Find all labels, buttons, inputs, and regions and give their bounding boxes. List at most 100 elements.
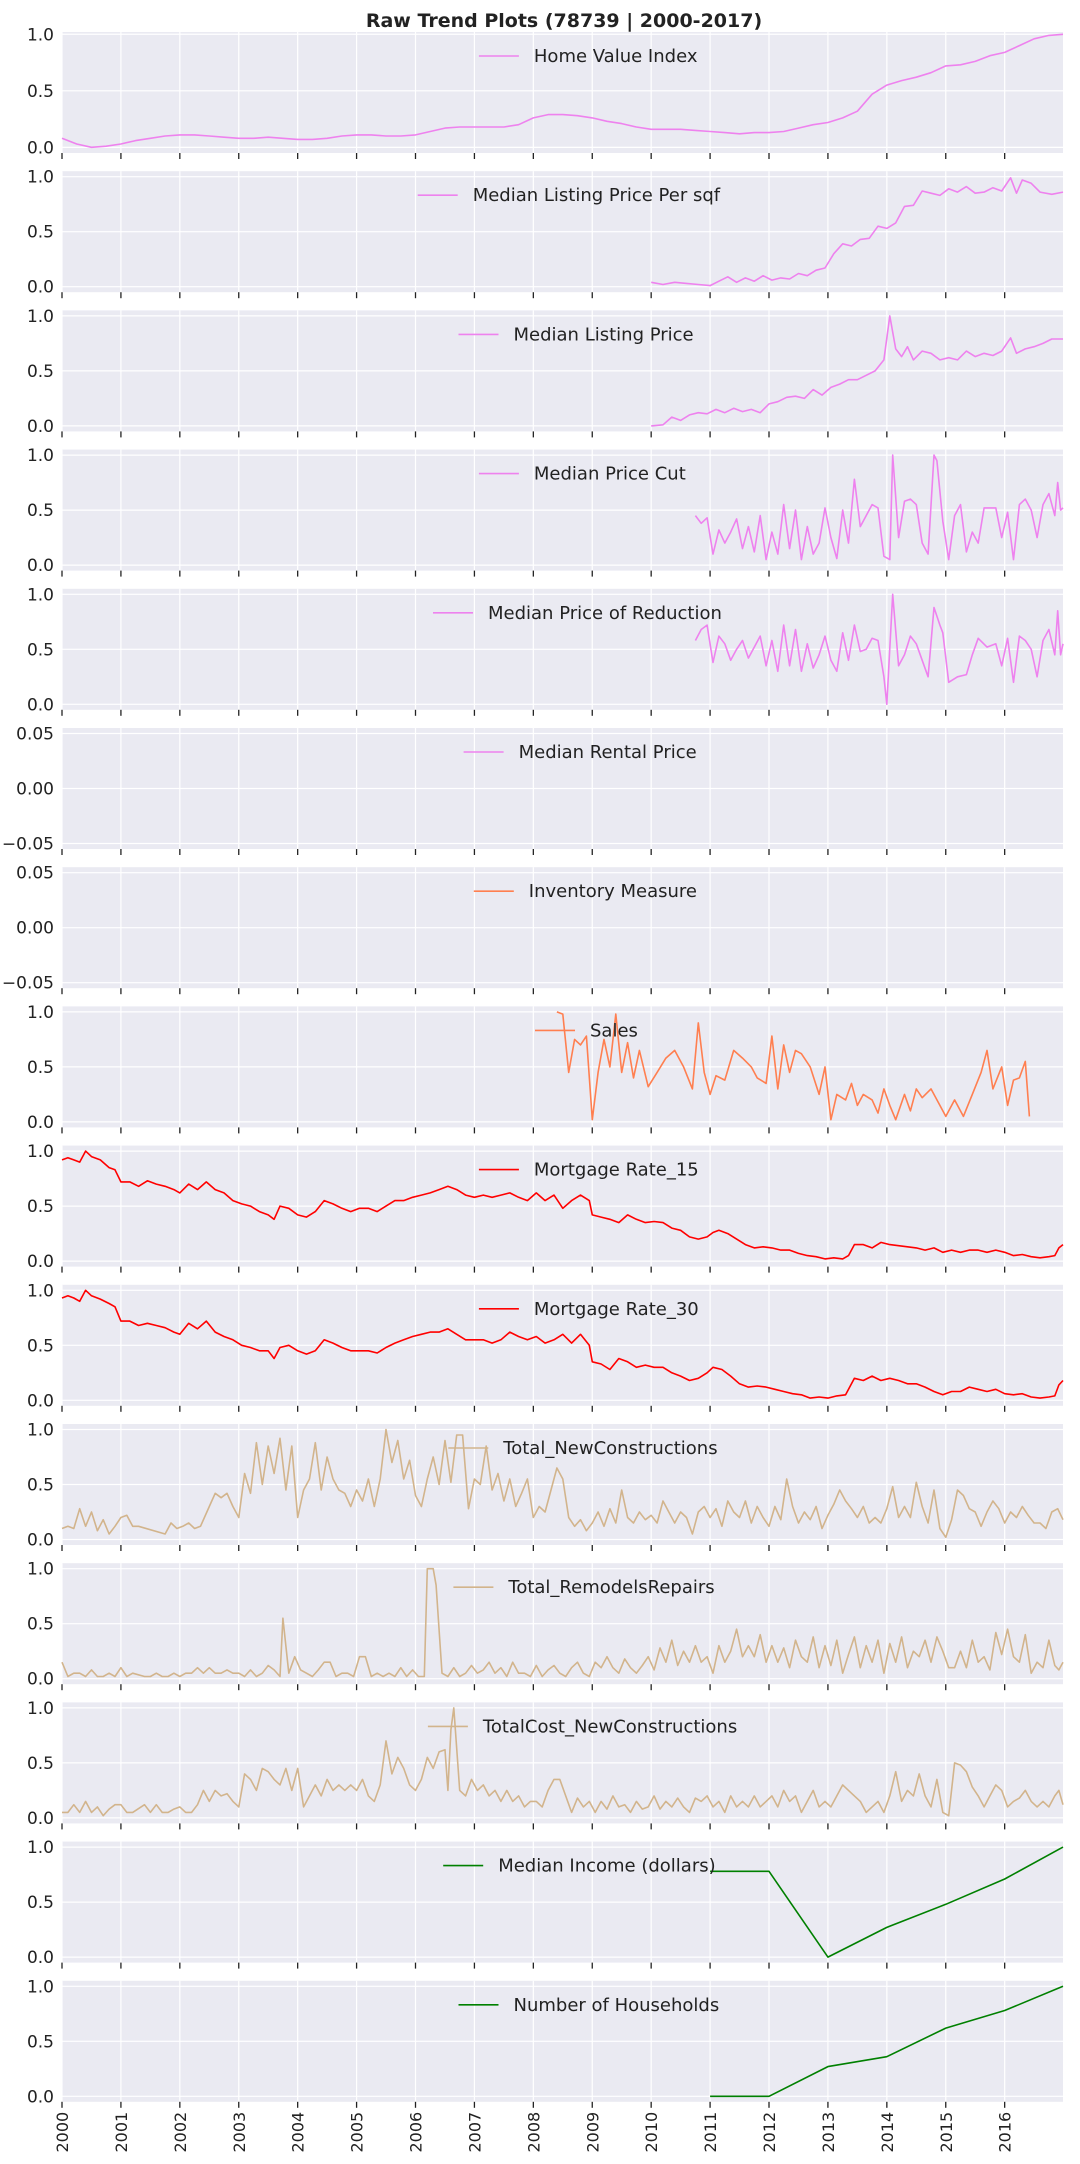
panel-8: 0.0 0.5 1.0 Mortgage Rate_15: [27, 1142, 1064, 1273]
y-tick-label: 0.5: [27, 1336, 54, 1356]
legend-label: Home Value Index: [534, 46, 698, 67]
panel-3: 0.0 0.5 1.0 Median Price Cut: [27, 446, 1064, 577]
y-tick-label: 0.5: [27, 1476, 54, 1496]
y-tick-label: 0.5: [27, 1197, 54, 1217]
chart-title: Raw Trend Plots (78739 | 2000-2017): [366, 10, 762, 32]
y-tick-label: 0.00: [16, 919, 54, 939]
x-tick-label: 2010: [642, 2112, 661, 2153]
legend: Median Listing Price: [458, 324, 694, 345]
legend: Median Income (dollars): [443, 1856, 716, 1877]
legend-label: Median Price Cut: [534, 464, 686, 485]
panel-4: 0.0 0.5 1.0 Median Price of Reduction: [27, 585, 1064, 716]
legend-label: Median Listing Price: [514, 324, 694, 345]
panel-14: 0.0 0.5 1.0 Number of Households: [27, 1977, 1064, 2108]
y-tick-label: 1.0: [27, 1838, 54, 1858]
panel-2: 0.0 0.5 1.0 Median Listing Price: [27, 307, 1063, 438]
x-tick-label: 2008: [524, 2112, 543, 2153]
y-tick-label: 0.05: [16, 864, 54, 884]
series-line: [61, 1428, 1064, 1539]
y-tick-label: 0.5: [27, 1058, 54, 1078]
y-tick-label: 0.5: [27, 501, 54, 521]
legend-label: Median Listing Price Per sqf: [473, 185, 721, 206]
legend: Median Price of Reduction: [433, 603, 722, 624]
x-tick-label: 2001: [112, 2112, 131, 2153]
panel-1: 0.0 0.5 1.0 Median Listing Price Per sqf: [27, 168, 1064, 299]
legend-label: Number of Households: [514, 1995, 720, 2016]
y-tick-label: 0.5: [27, 640, 54, 660]
y-tick-label: 0.0: [27, 1809, 54, 1829]
x-tick-label: 2006: [407, 2112, 426, 2153]
legend: Number of Households: [458, 1995, 720, 2016]
panel-background: [62, 32, 1063, 153]
y-tick-label: 0.5: [27, 82, 54, 102]
y-tick-label: −0.05: [2, 974, 54, 994]
y-tick-label: 1.0: [27, 446, 54, 466]
y-tick-label: 0.00: [16, 780, 54, 800]
panel-9: 0.0 0.5 1.0 Mortgage Rate_30: [27, 1281, 1064, 1412]
x-tick-label: 2000: [53, 2112, 72, 2153]
y-tick-label: 0.0: [27, 1391, 54, 1411]
series-line: [62, 1707, 1064, 1817]
x-tick-label: 2003: [230, 2112, 249, 2153]
y-tick-label: 1.0: [27, 307, 54, 327]
panel-12: 0.0 0.5 1.0 TotalCost_NewConstructions: [27, 1699, 1064, 1830]
y-tick-label: 0.0: [27, 1531, 54, 1551]
y-tick-label: 0.0: [27, 1252, 54, 1272]
panel-11: 0.0 0.5 1.0 Total_RemodelsRepairs: [27, 1560, 1064, 1691]
y-tick-label: 0.0: [27, 278, 54, 298]
y-tick-label: 0.05: [16, 725, 54, 745]
legend: Mortgage Rate_15: [478, 1160, 699, 1181]
panel-5: −0.05 0.00 0.05 Median Rental Price: [2, 725, 1063, 855]
y-tick-label: 1.0: [27, 1142, 54, 1162]
y-tick-label: 0.0: [27, 556, 54, 576]
panel-6: −0.05 0.00 0.05 Inventory Measure: [2, 864, 1063, 995]
legend: Sales: [535, 1020, 638, 1041]
y-tick-label: 0.0: [27, 1670, 54, 1690]
y-tick-label: 0.5: [27, 223, 54, 243]
y-tick-label: 0.5: [27, 1615, 54, 1635]
legend: Median Price Cut: [478, 464, 686, 485]
legend-label: Median Price of Reduction: [488, 603, 722, 624]
x-tick-label: 2012: [760, 2112, 779, 2153]
series-line: [651, 177, 1064, 287]
y-tick-label: 1.0: [27, 585, 54, 605]
panel-13: 0.0 0.5 1.0 Median Income (dollars): [27, 1838, 1064, 1969]
series-line: [694, 593, 1064, 706]
legend-label: Inventory Measure: [529, 881, 697, 902]
x-tick-label: 2014: [878, 2112, 897, 2153]
series-line: [61, 1567, 1064, 1678]
series-line: [556, 1011, 1031, 1121]
y-tick-label: −0.05: [2, 835, 54, 855]
legend-label: Total_RemodelsRepairs: [507, 1577, 714, 1598]
y-tick-label: 0.0: [27, 1948, 54, 1968]
panel-7: 0.0 0.5 1.0 Sales: [27, 1003, 1063, 1134]
panel-10: 0.0 0.5 1.0 Total_NewConstructions: [27, 1421, 1064, 1551]
y-tick-label: 1.0: [27, 1560, 54, 1580]
y-tick-label: 1.0: [27, 25, 54, 45]
y-tick-label: 0.5: [27, 1754, 54, 1774]
legend-label: Sales: [590, 1020, 638, 1041]
legend-label: Mortgage Rate_15: [534, 1160, 699, 1181]
series-line: [61, 1150, 1064, 1260]
x-tick-label: 2013: [819, 2112, 838, 2153]
x-tick-label: 2005: [348, 2112, 367, 2153]
y-tick-label: 0.0: [27, 138, 54, 158]
legend-label: Median Income (dollars): [498, 1856, 715, 1877]
y-tick-label: 1.0: [27, 1699, 54, 1719]
series-line: [694, 454, 1064, 561]
series-line: [61, 1289, 1064, 1399]
y-tick-label: 1.0: [27, 168, 54, 188]
series-line: [710, 1846, 1064, 1958]
series-line: [651, 315, 1063, 427]
y-tick-label: 1.0: [27, 1281, 54, 1301]
y-tick-label: 0.5: [27, 2032, 54, 2052]
series-line: [710, 1985, 1064, 2098]
legend: TotalCost_NewConstructions: [427, 1716, 737, 1737]
legend-label: Median Rental Price: [519, 742, 697, 763]
x-tick-label: 2015: [937, 2112, 956, 2153]
legend: Mortgage Rate_30: [478, 1299, 699, 1320]
x-tick-label: 2016: [996, 2112, 1015, 2153]
x-tick-label: 2004: [289, 2112, 308, 2153]
